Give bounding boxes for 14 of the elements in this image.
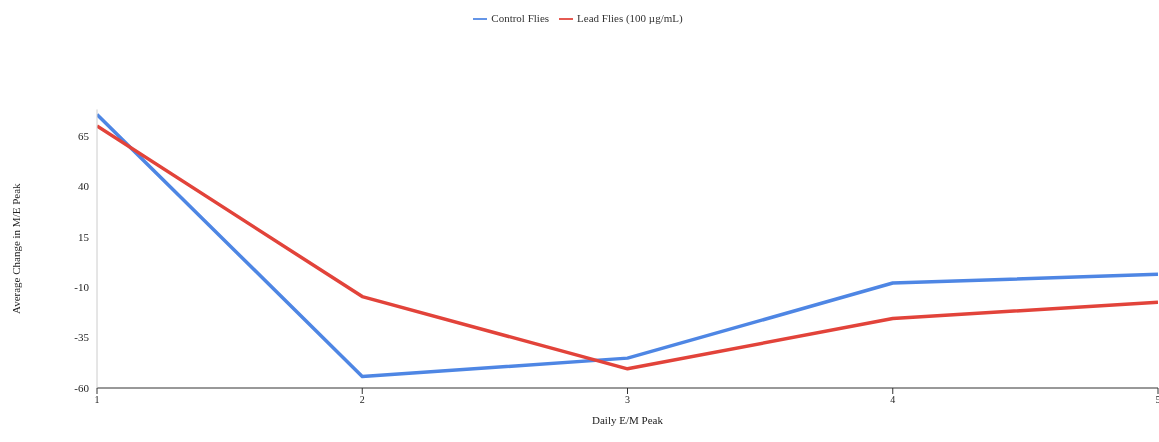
legend-label: Lead Flies (100 µg/mL) <box>577 12 683 24</box>
x-axis-title: Daily E/M Peak <box>592 414 664 426</box>
y-tick-label: 65 <box>78 129 90 142</box>
legend-label: Control Flies <box>491 12 550 24</box>
x-tick-label: 3 <box>625 394 630 406</box>
y-axis-title: Average Change in M/E Peak <box>9 182 22 315</box>
x-tick-label: 2 <box>359 394 365 406</box>
y-tick-label: -60 <box>74 381 90 394</box>
x-tick-label: 4 <box>890 394 896 406</box>
y-tick-label: 15 <box>78 230 90 243</box>
y-tick-label: -10 <box>74 280 90 293</box>
y-tick-label: -35 <box>74 331 90 344</box>
y-tick-label: 40 <box>78 180 90 193</box>
x-tick-label: 1 <box>94 394 100 406</box>
